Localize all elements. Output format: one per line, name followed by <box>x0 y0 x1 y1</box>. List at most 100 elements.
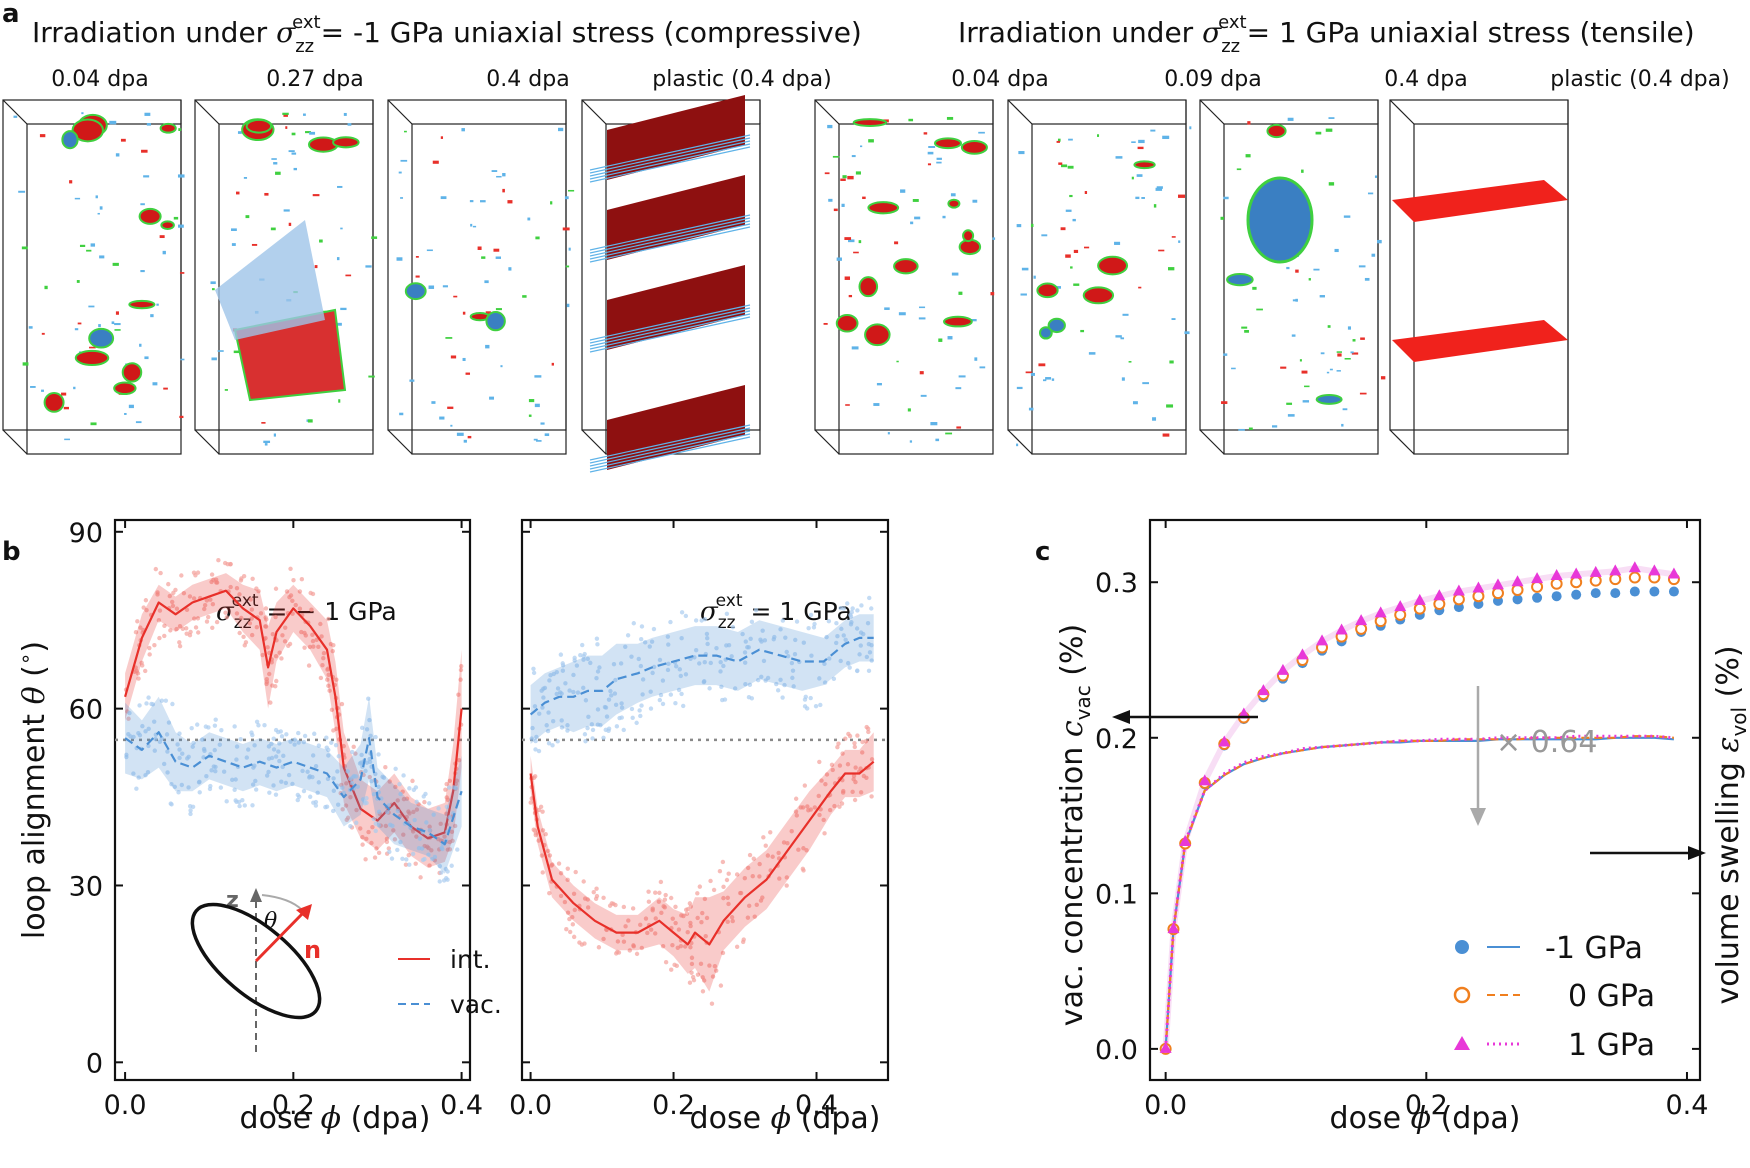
raw-data-point <box>262 723 267 728</box>
raw-data-point <box>594 675 599 681</box>
stacking-fault-plane <box>1392 320 1568 362</box>
raw-data-point <box>253 778 258 784</box>
point-defect <box>1295 269 1299 273</box>
raw-data-point <box>734 944 740 949</box>
point-defect <box>428 285 435 289</box>
interstitial-loop <box>852 118 888 127</box>
raw-data-point <box>684 911 690 916</box>
point-defect <box>74 328 79 331</box>
swelling-line-1 <box>1164 736 1674 1049</box>
point-defect <box>1223 353 1228 356</box>
raw-data-point <box>531 666 536 671</box>
raw-data-point <box>805 804 810 809</box>
point-defect <box>1115 156 1123 159</box>
raw-data-point <box>546 741 552 746</box>
point-defect <box>152 382 158 386</box>
panel-c-ylabel-left: vac. concentration cvac (%) <box>1055 624 1095 1026</box>
arrow-right-axis-head <box>1688 846 1706 860</box>
point-defect <box>958 375 966 378</box>
raw-data-point <box>565 866 570 871</box>
raw-data-point <box>387 849 392 855</box>
raw-data-point <box>371 792 377 797</box>
point-defect <box>432 160 439 164</box>
raw-data-point <box>697 884 703 889</box>
raw-data-point <box>135 671 141 676</box>
raw-data-point <box>241 634 246 640</box>
raw-data-point <box>184 626 189 631</box>
raw-data-point <box>798 805 804 810</box>
point-defect <box>972 199 978 203</box>
interstitial-loop <box>893 258 919 275</box>
raw-data-point <box>745 865 751 871</box>
vac-marker-plus1 <box>1472 581 1485 593</box>
raw-data-point <box>422 799 427 805</box>
point-defect <box>456 432 464 436</box>
raw-data-point <box>668 895 674 901</box>
raw-data-point <box>136 775 141 780</box>
raw-data-point <box>565 910 571 915</box>
raw-data-point <box>138 625 143 630</box>
raw-data-point <box>126 716 131 721</box>
point-defect <box>1020 293 1027 296</box>
raw-data-point <box>324 735 329 740</box>
raw-data-point <box>134 786 139 791</box>
raw-data-point <box>216 558 221 563</box>
raw-data-point <box>589 722 595 727</box>
point-defect <box>135 421 142 424</box>
point-defect <box>1292 299 1298 302</box>
raw-data-point <box>619 701 624 706</box>
raw-data-point <box>325 677 330 682</box>
raw-data-point <box>601 735 606 740</box>
vacancy-loop <box>404 282 427 301</box>
raw-data-point <box>821 817 826 823</box>
raw-data-point <box>703 934 708 939</box>
raw-data-point <box>326 616 331 622</box>
raw-data-point <box>702 616 708 622</box>
raw-data-point <box>268 700 273 705</box>
raw-data-point <box>581 879 586 884</box>
raw-data-point <box>311 644 316 649</box>
point-defect <box>1364 277 1370 281</box>
dislocation-line <box>589 146 751 183</box>
dislocation-line <box>589 217 751 254</box>
point-defect <box>415 256 419 258</box>
point-defect <box>236 191 240 195</box>
point-defect <box>527 217 531 221</box>
raw-data-point <box>668 619 673 625</box>
raw-data-point <box>384 839 390 845</box>
vac-marker-plus1 <box>1648 564 1661 576</box>
raw-data-point <box>454 778 460 783</box>
raw-data-point <box>369 840 374 846</box>
point-defect <box>1067 165 1074 169</box>
x-tick-label: 0.0 <box>509 1090 552 1121</box>
confidence-band <box>125 696 462 874</box>
point-defect <box>1153 204 1157 208</box>
raw-data-point <box>438 821 443 826</box>
point-defect <box>88 305 95 308</box>
point-defect <box>261 422 266 424</box>
raw-data-point <box>676 927 682 932</box>
raw-data-point <box>572 907 577 913</box>
raw-data-point <box>320 663 325 668</box>
point-defect <box>1084 191 1088 194</box>
raw-data-point <box>436 806 441 811</box>
raw-data-point <box>539 853 545 858</box>
raw-data-point <box>858 790 864 795</box>
raw-data-point <box>214 619 220 625</box>
raw-data-point <box>170 603 176 609</box>
raw-data-point <box>808 695 813 701</box>
point-defect <box>415 275 420 278</box>
point-defect <box>1301 169 1304 173</box>
dislocation-line <box>589 140 751 177</box>
raw-data-point <box>656 899 662 904</box>
point-defect <box>827 124 833 129</box>
vac-marker-zero <box>1589 574 1602 587</box>
raw-data-point <box>340 807 345 812</box>
raw-data-point <box>621 727 626 733</box>
point-defect <box>314 265 318 269</box>
raw-data-point <box>359 725 365 731</box>
raw-data-point <box>538 804 544 810</box>
point-defect <box>1025 371 1032 374</box>
raw-data-point <box>363 857 368 862</box>
raw-data-point <box>359 752 364 758</box>
